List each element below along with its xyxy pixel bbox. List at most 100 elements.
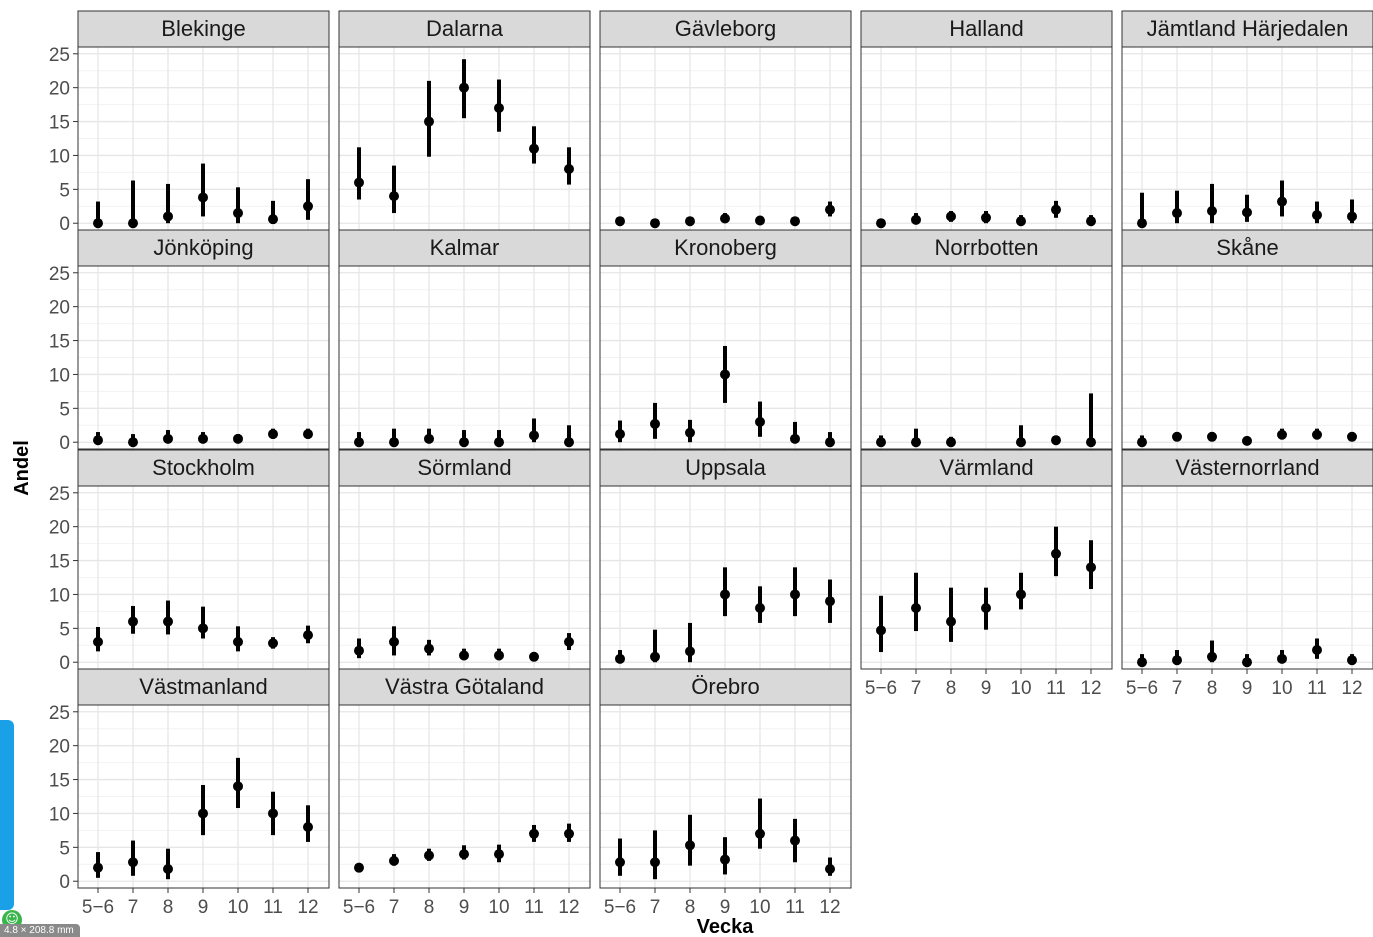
x-tick-label: 10 [1271, 678, 1292, 699]
side-panel-tab[interactable] [0, 720, 14, 910]
estimate-point [1016, 437, 1026, 448]
facet-panel: Örebro 5−6 7 8 9 10 11 12 [599, 668, 852, 918]
estimate-point [946, 437, 956, 448]
panel-border [860, 265, 1113, 450]
estimate-point [494, 849, 504, 860]
facet-strip-label: Jämtland Härjedalen [1147, 16, 1349, 41]
panel-border [77, 265, 330, 450]
estimate-point [650, 651, 660, 662]
estimate-point [1312, 210, 1322, 221]
x-tick-label: 12 [1341, 678, 1362, 699]
facet-strip [599, 668, 852, 706]
estimate-point [128, 218, 138, 229]
estimate-point [755, 603, 765, 613]
y-tick-label: 5 [59, 838, 70, 859]
estimate-point [494, 650, 504, 661]
facet-strip [860, 10, 1113, 48]
estimate-point [233, 433, 243, 444]
facet-strip [599, 10, 852, 48]
estimate-point [1207, 431, 1217, 442]
x-tick-label: 12 [558, 897, 579, 918]
x-tick-label: 11 [785, 897, 805, 918]
facet-panel: Gävleborg [599, 10, 852, 231]
estimate-point [720, 854, 730, 865]
facet-strip [338, 668, 591, 706]
estimate-point [825, 596, 835, 607]
x-tick-label: 11 [263, 897, 283, 918]
estimate-point [268, 214, 278, 225]
x-tick-label: 9 [459, 897, 470, 918]
estimate-point [459, 82, 469, 93]
estimate-point [564, 164, 574, 174]
facet-strip-label: Örebro [691, 674, 759, 699]
x-tick-label: 11 [524, 897, 544, 918]
facet-strip-label: Norrbotten [935, 235, 1039, 260]
estimate-point [1137, 437, 1147, 448]
estimate-point [1137, 218, 1147, 229]
facet-strip-label: Värmland [939, 455, 1033, 480]
y-tick-label: 0 [59, 872, 70, 893]
estimate-point [685, 216, 695, 227]
estimate-point [685, 840, 695, 851]
panel-border [338, 265, 591, 450]
facet-strip [77, 10, 330, 48]
estimate-point [198, 623, 208, 634]
estimate-point [459, 650, 469, 661]
facet-panel: Norrbotten [860, 229, 1113, 450]
estimate-point [1207, 206, 1217, 217]
x-tick-label: 9 [981, 678, 992, 699]
estimate-point [198, 433, 208, 444]
x-tick-label: 8 [163, 897, 174, 918]
panel-border [599, 265, 852, 450]
estimate-point [981, 212, 991, 223]
x-tick-label: 7 [911, 678, 922, 699]
estimate-point [1051, 435, 1061, 446]
facet-strip [860, 449, 1113, 487]
estimate-point [389, 855, 399, 866]
estimate-point [720, 589, 730, 600]
facet-strip [77, 668, 330, 706]
estimate-point [650, 418, 660, 429]
estimate-point [1207, 651, 1217, 662]
estimate-point [1086, 437, 1096, 448]
estimate-point [825, 864, 835, 875]
facet-strip [1121, 229, 1373, 267]
estimate-point [1277, 429, 1287, 440]
estimate-point [1242, 657, 1252, 668]
y-tick-label: 20 [49, 298, 70, 319]
y-tick-label: 25 [49, 484, 70, 505]
estimate-point [303, 822, 313, 832]
estimate-point [128, 857, 138, 868]
estimate-point [1347, 211, 1357, 222]
panel-border [1121, 265, 1373, 450]
estimate-point [1172, 655, 1182, 666]
estimate-point [354, 177, 364, 188]
x-tick-label: 10 [1010, 678, 1031, 699]
estimate-point [981, 603, 991, 613]
facet-strip-label: Västra Götaland [385, 674, 544, 699]
estimate-point [128, 437, 138, 448]
estimate-point [389, 636, 399, 647]
x-tick-label: 10 [227, 897, 248, 918]
estimate-point [790, 835, 800, 846]
x-tick-label: 7 [128, 897, 139, 918]
x-tick-label: 10 [488, 897, 509, 918]
facet-strip [1121, 449, 1373, 487]
estimate-point [564, 828, 574, 839]
facet-strip-label: Stockholm [152, 455, 255, 480]
estimate-point [790, 589, 800, 600]
estimate-point [389, 437, 399, 448]
estimate-point [303, 630, 313, 641]
facet-panel: Jämtland Härjedalen [1121, 10, 1373, 231]
estimate-point [529, 828, 539, 839]
estimate-point [1312, 645, 1322, 656]
estimate-point [529, 651, 539, 662]
estimate-point [911, 437, 921, 448]
estimate-point [876, 437, 886, 448]
estimate-point [1016, 589, 1026, 600]
x-tick-label: 5−6 [604, 897, 636, 918]
x-tick-label: 5−6 [82, 897, 114, 918]
facet-strip-label: Skåne [1216, 235, 1278, 260]
estimate-point [128, 616, 138, 627]
